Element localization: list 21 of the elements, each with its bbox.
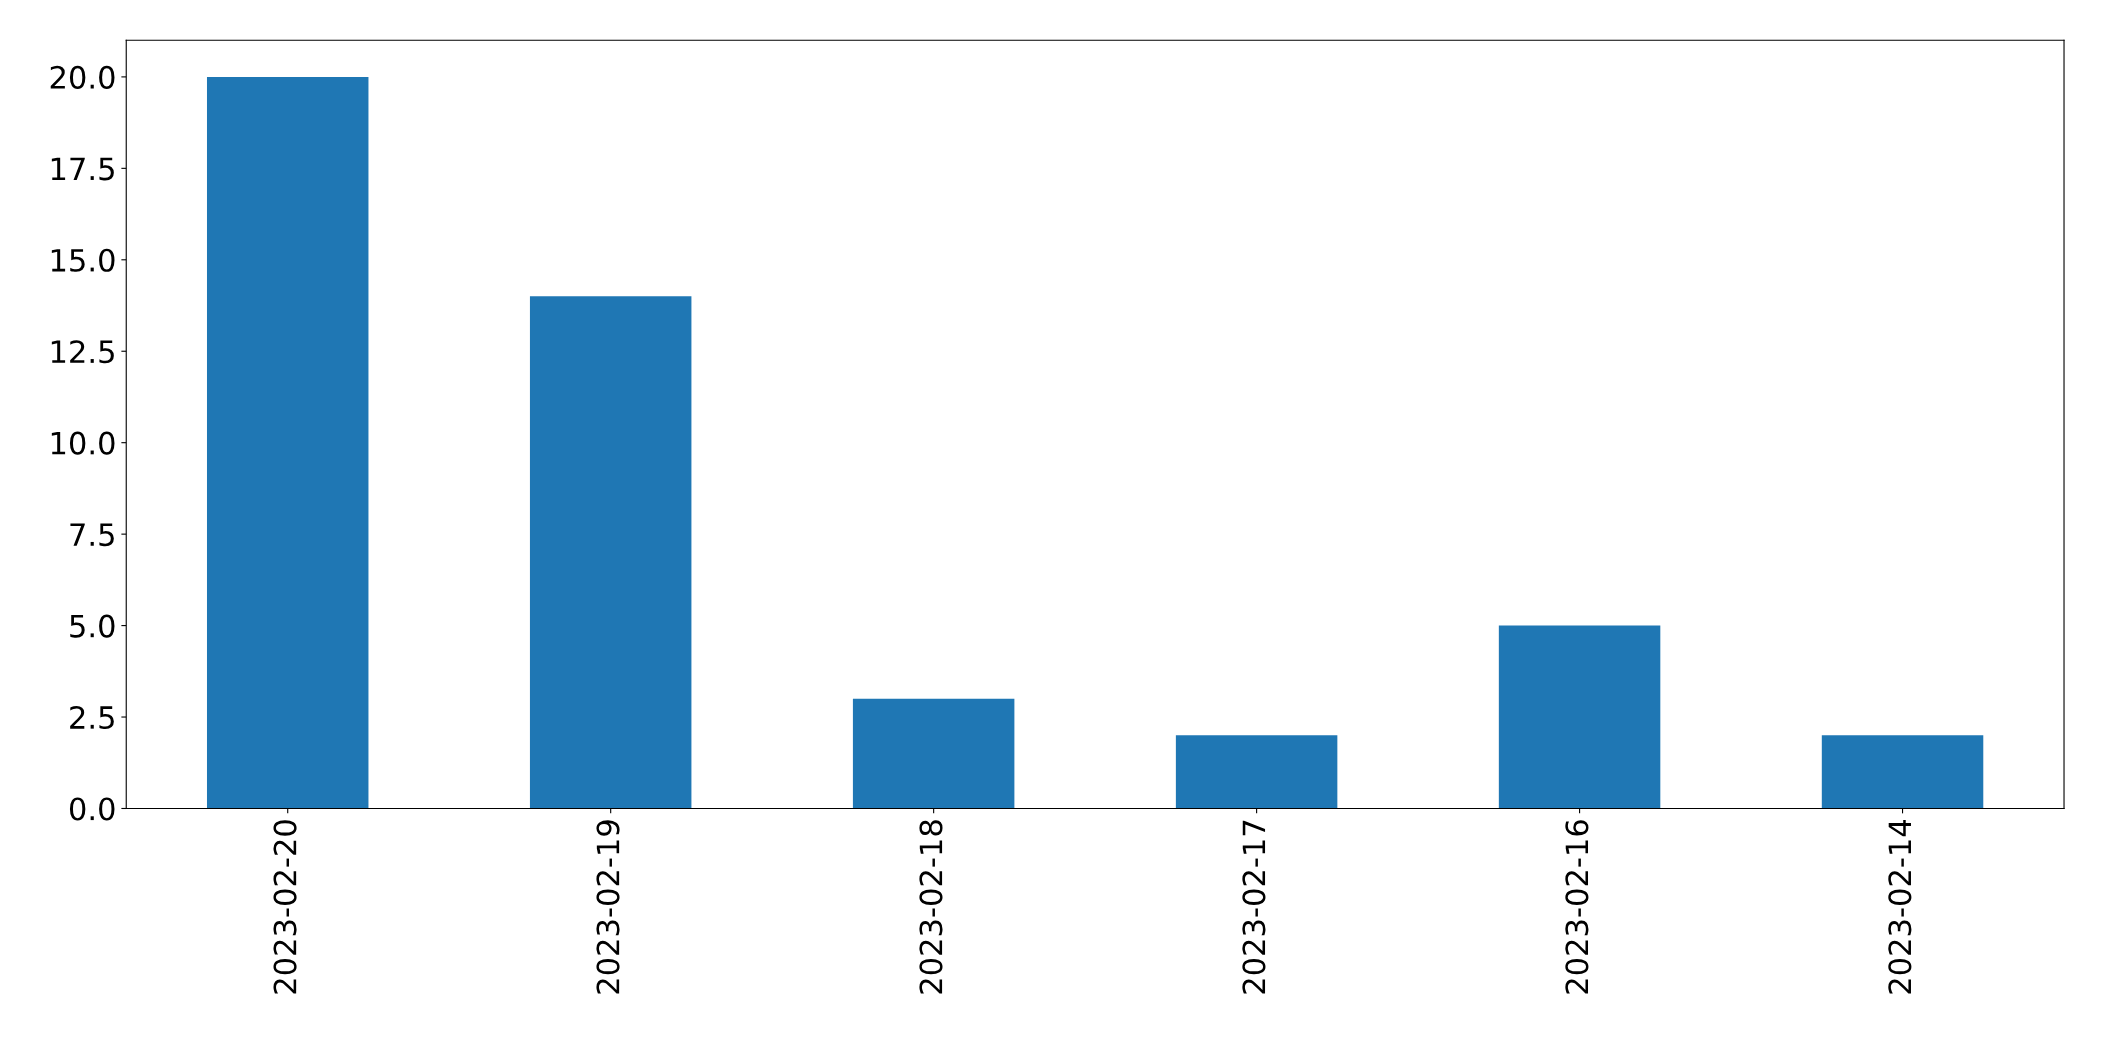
x-tick-label: 2023-02-18 bbox=[919, 820, 943, 994]
x-tick-label: 2023-02-17 bbox=[1242, 820, 1266, 994]
bar bbox=[1498, 625, 1661, 809]
bar bbox=[1821, 735, 1984, 809]
bar bbox=[852, 698, 1015, 809]
y-tick-label: 12.5 bbox=[51, 340, 114, 364]
x-tick-label: 2023-02-14 bbox=[1888, 819, 1912, 994]
y-tick-label: 15.0 bbox=[51, 248, 115, 272]
x-tick-label: 2023-02-19 bbox=[596, 820, 620, 994]
y-tick-label: 17.5 bbox=[51, 157, 114, 181]
y-tick-label: 7.5 bbox=[70, 523, 114, 547]
y-tick-label: 20.0 bbox=[50, 65, 115, 89]
y-tick-label: 10.0 bbox=[51, 431, 115, 455]
x-tick-label: 2023-02-16 bbox=[1565, 820, 1589, 994]
y-tick-label: 5.0 bbox=[70, 614, 115, 638]
y-tick-label: 0.0 bbox=[69, 797, 115, 821]
bar bbox=[529, 296, 692, 809]
bar bbox=[206, 76, 369, 809]
x-tick-label: 2023-02-20 bbox=[273, 820, 297, 994]
y-tick-label: 2.5 bbox=[70, 705, 114, 730]
bar bbox=[1175, 735, 1338, 809]
